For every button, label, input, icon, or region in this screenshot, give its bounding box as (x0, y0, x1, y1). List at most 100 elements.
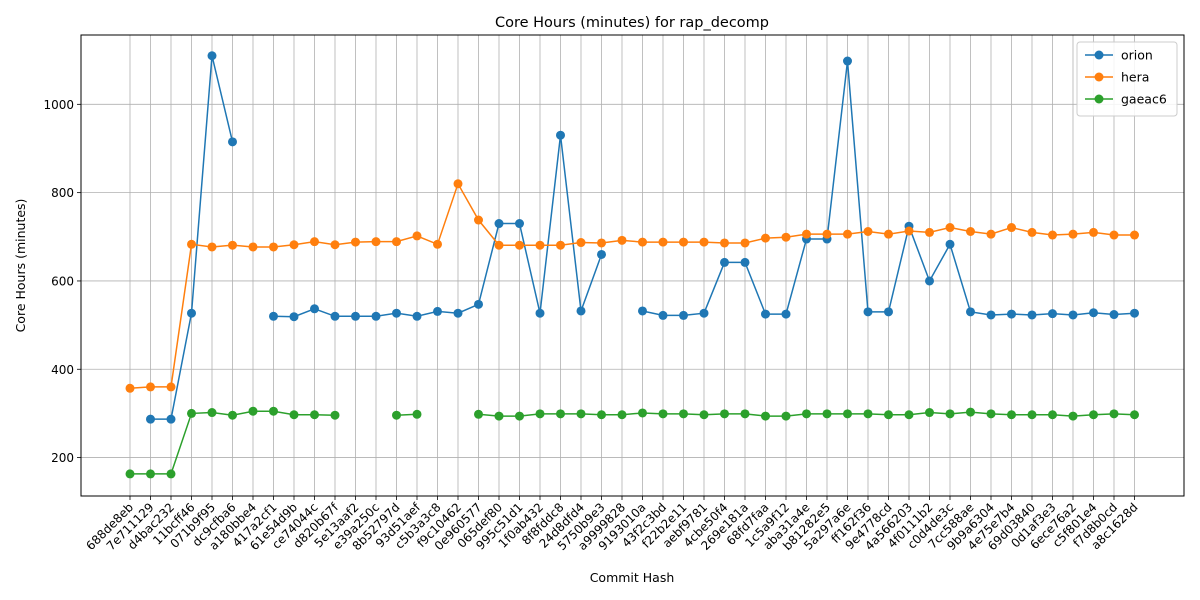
data-point-hera (535, 240, 545, 250)
data-point-hera (658, 237, 668, 247)
x-axis-label: Commit Hash (590, 570, 675, 585)
data-point-orion (863, 307, 873, 317)
plot-frame (80, 34, 1185, 497)
data-point-hera (843, 229, 852, 239)
y-tick-label: 1000 (43, 98, 74, 112)
data-point-hera (576, 238, 586, 248)
chart-title: Core Hours (minutes) for rap_decomp (495, 15, 769, 31)
data-point-gaeac6 (699, 410, 709, 420)
data-point-hera (679, 237, 688, 247)
data-point-orion (187, 308, 196, 318)
data-point-hera (781, 232, 791, 242)
data-point-gaeac6 (576, 409, 586, 419)
series-hera (125, 179, 1139, 393)
legend-label-gaeac6: gaeac6 (1121, 92, 1167, 107)
data-point-hera (453, 179, 463, 189)
data-point-gaeac6 (638, 408, 647, 418)
data-point-hera (412, 231, 422, 241)
data-point-hera (310, 237, 319, 247)
y-axis: 200 400 600 800 1000 (43, 98, 81, 465)
data-point-gaeac6 (1048, 410, 1057, 420)
data-point-orion (228, 137, 237, 147)
data-point-gaeac6 (617, 410, 627, 420)
data-point-orion (412, 311, 422, 321)
data-point-hera (884, 229, 893, 239)
data-point-orion (330, 311, 340, 321)
data-point-gaeac6 (966, 407, 975, 417)
data-point-gaeac6 (843, 409, 852, 419)
x-axis: 688de8eb7e711129d4bac23211bcff46071b9f95… (83, 496, 1141, 553)
data-point-hera (207, 242, 217, 252)
data-point-hera (863, 226, 873, 236)
data-point-gaeac6 (494, 411, 504, 421)
data-point-orion (986, 310, 996, 320)
data-point-gaeac6 (289, 410, 299, 420)
data-point-hera (166, 382, 176, 392)
data-point-hera (433, 239, 442, 249)
data-point-gaeac6 (535, 409, 545, 419)
data-point-gaeac6 (597, 410, 606, 420)
data-point-gaeac6 (515, 411, 524, 421)
data-point-gaeac6 (1027, 410, 1037, 420)
data-point-hera (638, 237, 647, 247)
data-point-gaeac6 (1130, 410, 1139, 420)
data-point-hera (228, 240, 237, 250)
data-point-gaeac6 (884, 410, 893, 420)
data-point-gaeac6 (412, 409, 422, 419)
data-point-gaeac6 (822, 409, 832, 419)
data-point-orion (1007, 309, 1016, 319)
data-point-gaeac6 (945, 409, 955, 419)
y-axis-label: Core Hours (minutes) (13, 199, 28, 333)
data-point-orion (535, 308, 545, 318)
data-point-gaeac6 (228, 410, 237, 420)
data-point-orion (1089, 308, 1098, 318)
data-point-hera (802, 229, 811, 239)
data-point-hera (1130, 230, 1139, 240)
data-point-hera (1089, 227, 1098, 237)
data-point-orion (1130, 308, 1139, 318)
data-point-hera (822, 229, 832, 239)
data-point-hera (248, 242, 258, 252)
data-point-hera (1068, 229, 1078, 239)
data-point-orion (166, 414, 176, 424)
data-point-orion (269, 311, 278, 321)
data-point-hera (617, 235, 627, 245)
data-point-orion (289, 312, 299, 322)
data-point-gaeac6 (904, 410, 914, 420)
data-point-hera (494, 240, 504, 250)
data-point-gaeac6 (1068, 411, 1078, 421)
data-point-orion (884, 307, 893, 317)
data-point-orion (453, 308, 463, 318)
data-point-orion (494, 219, 504, 229)
data-point-hera (289, 240, 299, 250)
data-point-orion (699, 308, 709, 318)
data-point-gaeac6 (248, 406, 258, 416)
data-point-orion (966, 307, 975, 317)
series-orion (146, 51, 1139, 424)
data-point-gaeac6 (1007, 410, 1016, 420)
data-point-gaeac6 (207, 408, 217, 418)
data-point-hera (925, 227, 934, 237)
data-point-orion (1048, 309, 1057, 319)
data-point-orion (740, 257, 750, 267)
data-point-orion (351, 311, 360, 321)
data-point-gaeac6 (761, 411, 770, 421)
legend-marker-hera (1094, 72, 1104, 82)
data-point-gaeac6 (658, 409, 668, 419)
data-point-orion (392, 308, 401, 318)
data-point-hera (1048, 230, 1057, 240)
data-point-orion (945, 239, 955, 249)
data-point-hera (986, 229, 996, 239)
data-point-gaeac6 (781, 411, 791, 421)
data-point-gaeac6 (187, 408, 196, 418)
data-point-gaeac6 (986, 409, 996, 419)
data-point-gaeac6 (1089, 410, 1098, 420)
data-point-gaeac6 (740, 409, 750, 419)
data-point-orion (576, 306, 586, 316)
data-point-orion (1109, 310, 1119, 320)
data-point-orion (146, 414, 155, 424)
series-gaeac6 (125, 406, 1139, 479)
data-point-hera (187, 239, 196, 249)
y-tick-label: 800 (51, 186, 74, 200)
